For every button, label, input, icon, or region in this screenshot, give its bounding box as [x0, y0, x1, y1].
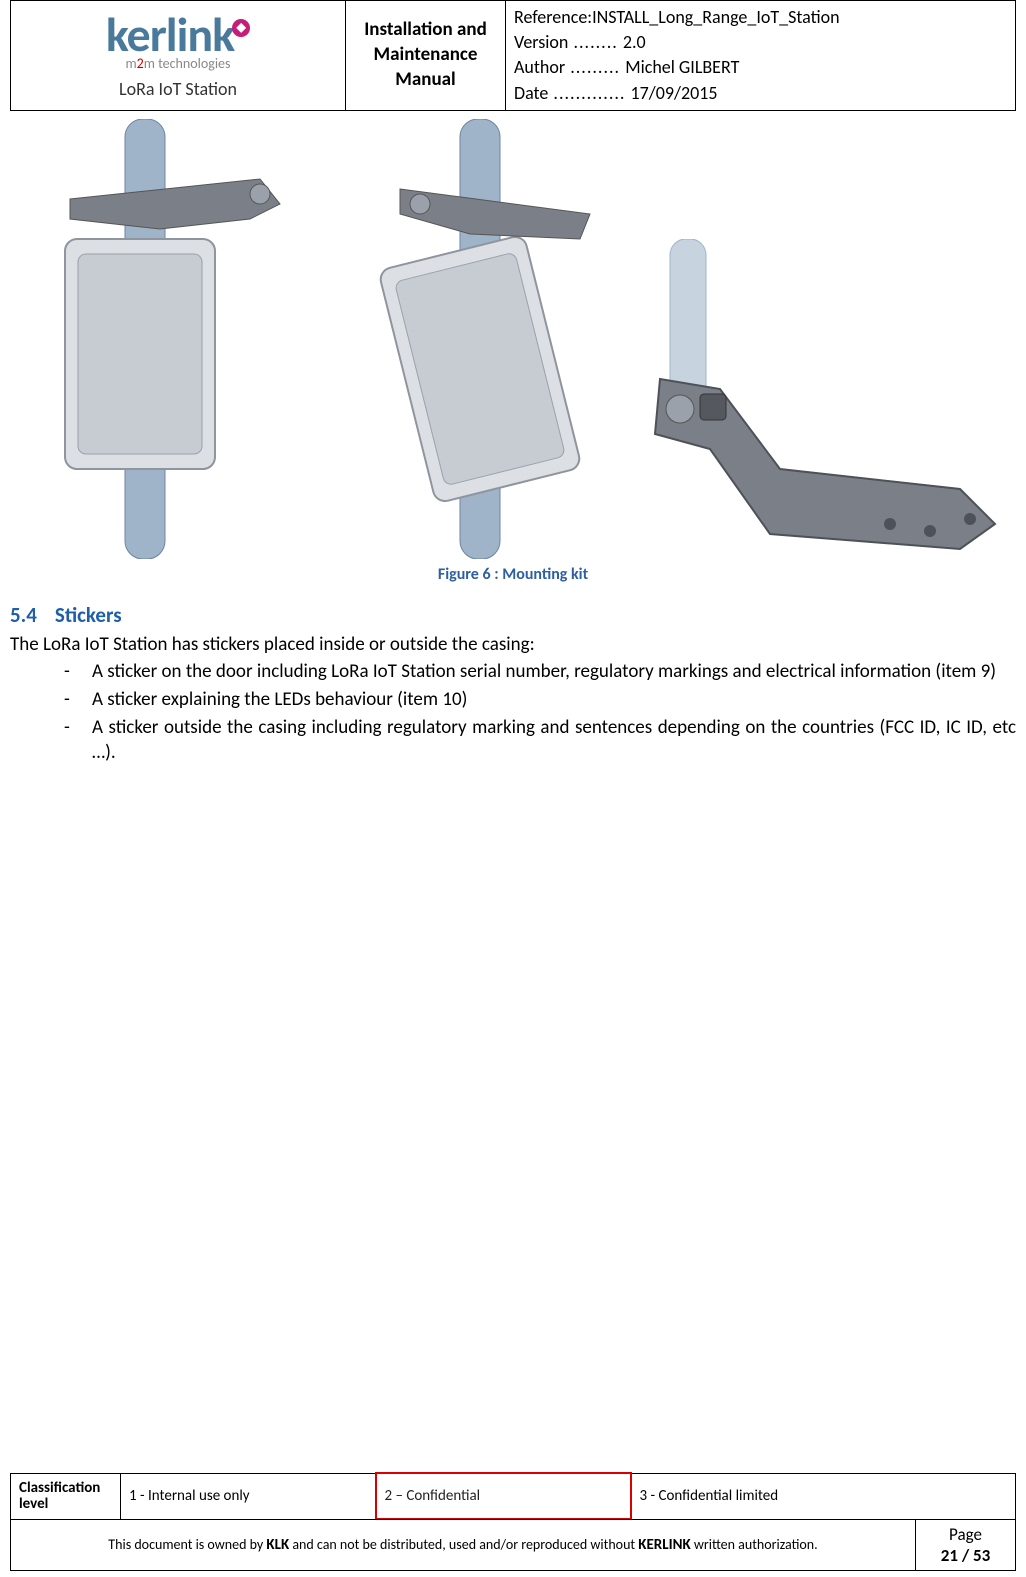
manual-title: Installation and Maintenance Manual — [346, 1, 506, 111]
classification-table: Classification level 1 - Internal use on… — [10, 1472, 1016, 1520]
footer: Classification level 1 - Internal use on… — [10, 1472, 1016, 1571]
header-table: kerlink m2m technologies LoRa IoT Statio… — [10, 0, 1016, 111]
classification-label: Classification level — [11, 1473, 121, 1519]
figure-caption: Figure 6 : Mounting kit — [0, 565, 1026, 584]
mounting-left-icon — [10, 119, 310, 559]
figure-mounting-kit — [10, 119, 1016, 559]
list-item: A sticker explaining the LEDs behaviour … — [64, 687, 1016, 713]
section-title: Stickers — [55, 602, 122, 628]
bullet-list: A sticker on the door including LoRa IoT… — [64, 659, 1016, 766]
class-confidential: 2 – Confidential — [376, 1473, 631, 1519]
list-item: A sticker on the door including LoRa IoT… — [64, 659, 1016, 685]
class-internal: 1 - Internal use only — [121, 1473, 376, 1519]
meta-cell: Reference:INSTALL_Long_Range_IoT_Station… — [506, 1, 1016, 111]
logo-cell: kerlink m2m technologies LoRa IoT Statio… — [11, 1, 346, 111]
section-intro: The LoRa IoT Station has stickers placed… — [10, 632, 1016, 658]
logo-caption: LoRa IoT Station — [106, 78, 250, 100]
class-limited: 3 - Confidential limited — [631, 1473, 1016, 1519]
logo-tagline: m2m technologies — [106, 55, 250, 72]
logo-icon — [232, 19, 250, 37]
mounting-bracket-icon — [600, 239, 1010, 559]
list-item: A sticker outside the casing including r… — [64, 715, 1016, 766]
section-number: 5.4 — [10, 602, 37, 628]
section-heading: 5.4 Stickers — [10, 602, 1016, 628]
page-number-cell: Page 21 / 53 — [916, 1520, 1016, 1571]
section-stickers: 5.4 Stickers The LoRa IoT Station has sti… — [10, 602, 1016, 766]
mounting-middle-icon — [310, 119, 610, 559]
ownership-text: This document is owned by KLK and can no… — [11, 1520, 916, 1571]
ownership-table: This document is owned by KLK and can no… — [10, 1519, 1016, 1571]
